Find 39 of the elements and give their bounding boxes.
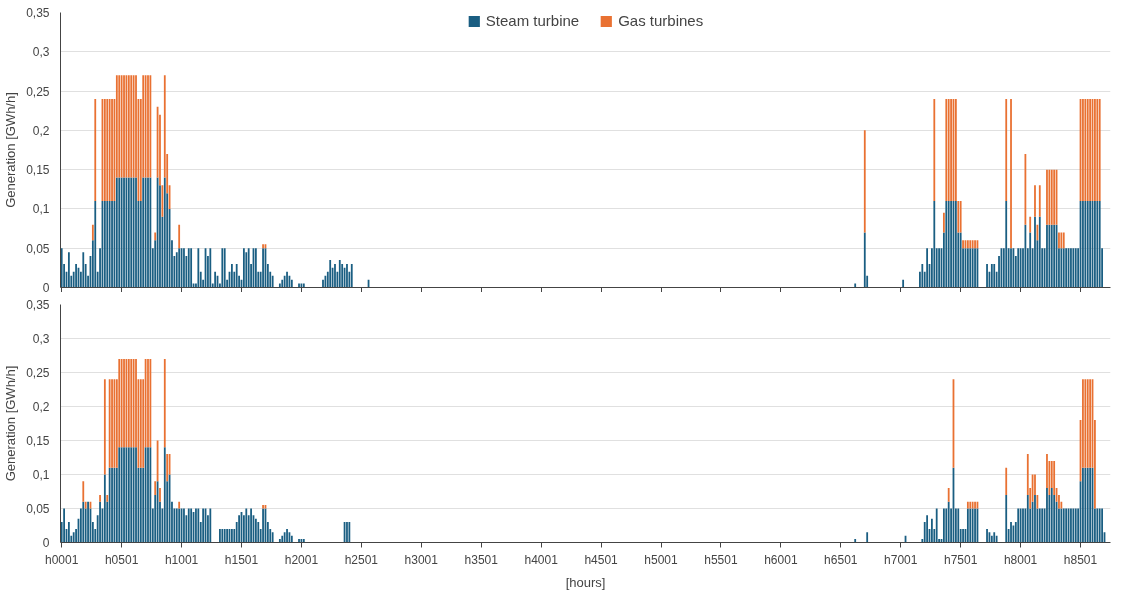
y-tick-label: 0,2 (32, 123, 50, 138)
x-tick-label: h8001 (1003, 552, 1038, 567)
x-tick-label: h1501 (224, 552, 259, 567)
y-tick-label: 0,05 (26, 241, 50, 256)
x-axis-title: [hours] (565, 574, 606, 590)
x-tick-label: h4501 (584, 552, 619, 567)
y-tick-label: 0,1 (32, 202, 50, 217)
legend-label: Steam turbine (485, 12, 580, 29)
x-tick-label: h4001 (524, 552, 559, 567)
y-axis-title: Generation [GWh/h] (3, 92, 19, 208)
y-axis-title: Generation [GWh/h] (3, 365, 19, 482)
y-tick-label: 0,3 (32, 45, 50, 60)
x-tick-label: h0001 (45, 552, 79, 567)
y-tick-label: 0,05 (26, 502, 50, 516)
y-tick-label: 0 (42, 536, 50, 550)
y-tick-label: 0,35 (26, 6, 50, 20)
y-tick-label: 0,35 (26, 298, 50, 312)
x-tick-label: h5001 (644, 552, 679, 567)
y-tick-label: 0,25 (26, 366, 50, 380)
legend-label: Gas turbines (618, 12, 704, 29)
y-tick-label: 0,2 (32, 400, 50, 414)
y-tick-label: 0 (42, 281, 50, 295)
x-tick-label: h5501 (704, 552, 738, 567)
x-tick-label: h7501 (943, 552, 978, 567)
x-tick-label: h8501 (1063, 552, 1098, 567)
x-tick-label: h6501 (824, 552, 858, 567)
y-tick-label: 0,3 (32, 332, 50, 346)
y-tick-label: 0,25 (26, 84, 50, 99)
y-tick-label: 0,15 (26, 163, 50, 178)
x-tick-label: h6001 (764, 552, 798, 567)
y-tick-label: 0,1 (32, 468, 50, 482)
x-tick-label: h2001 (284, 552, 319, 567)
x-tick-label: h7001 (884, 552, 918, 567)
x-tick-label: h3501 (464, 552, 499, 567)
x-tick-label: h0501 (104, 552, 139, 567)
x-tick-label: h3001 (404, 552, 439, 567)
x-tick-label: h2501 (344, 552, 379, 567)
y-tick-label: 0,15 (26, 434, 50, 448)
x-tick-label: h1001 (164, 552, 199, 567)
